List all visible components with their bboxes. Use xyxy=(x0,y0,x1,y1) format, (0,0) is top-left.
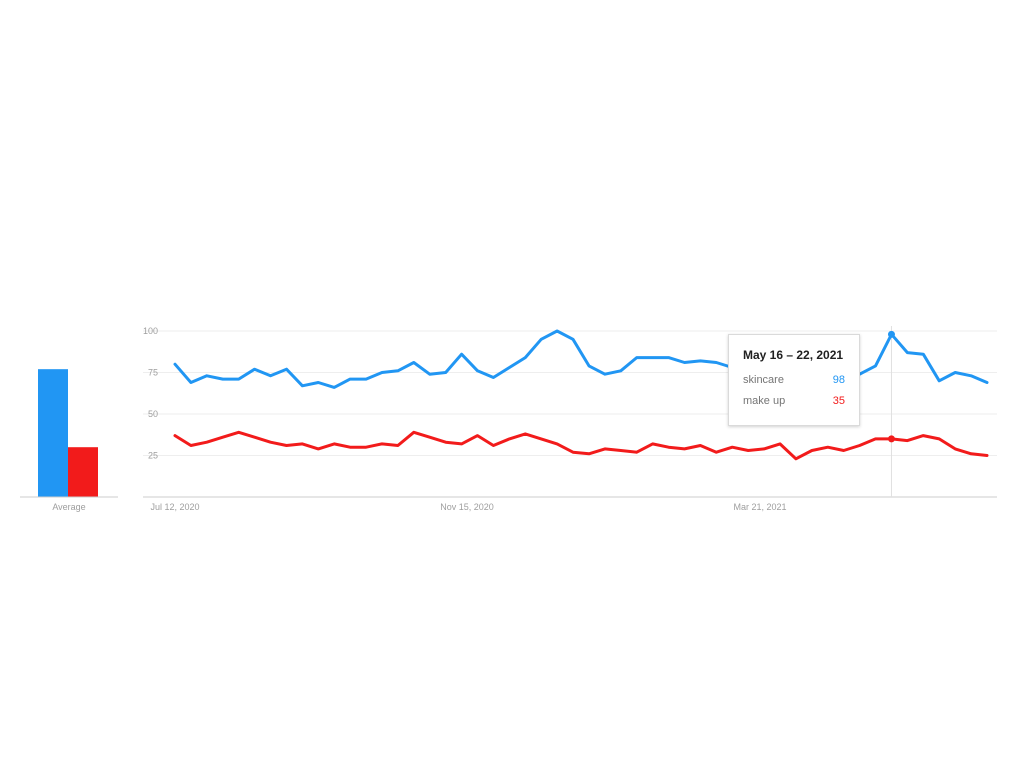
tooltip-row-skincare: skincare 98 xyxy=(743,374,845,386)
series-line-skincare xyxy=(173,329,989,389)
tooltip: May 16 – 22, 2021 skincare 98 make up 35 xyxy=(728,334,860,426)
average-bar-makeup xyxy=(68,447,98,497)
x-tick-label: Nov 15, 2020 xyxy=(440,502,494,512)
tooltip-term-skincare: skincare xyxy=(743,374,784,386)
y-tick-label: 100 xyxy=(143,326,158,336)
average-bar-skincare xyxy=(38,369,68,497)
series-line-makeup xyxy=(173,430,989,461)
x-tick-label: Jul 12, 2020 xyxy=(150,502,199,512)
trend-line-chart: 25 50 75 100 Jul 12, 2020 Nov 15, 2020 Mar 21… xyxy=(143,326,997,512)
tooltip-date: May 16 – 22, 2021 xyxy=(743,348,844,362)
y-tick-label: 50 xyxy=(148,409,158,419)
tooltip-value-skincare: 98 xyxy=(832,374,845,386)
y-tick-label: 25 xyxy=(148,451,158,461)
series-marker-makeup xyxy=(887,435,895,443)
average-label: Average xyxy=(52,502,85,512)
series-marker-skincare xyxy=(887,330,895,338)
x-tick-label: Mar 21, 2021 xyxy=(733,502,786,512)
tooltip-term-makeup: make up xyxy=(743,395,786,407)
average-bar-chart: Average xyxy=(20,369,118,512)
y-tick-label: 75 xyxy=(148,368,158,378)
tooltip-row-makeup: make up 35 xyxy=(743,395,845,407)
tooltip-value-makeup: 35 xyxy=(832,395,845,407)
